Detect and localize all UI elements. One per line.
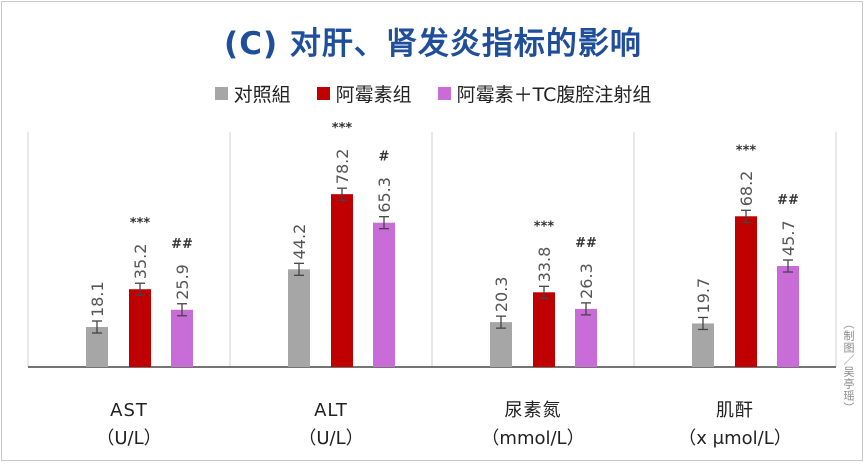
legend-swatch-treatment [437, 87, 451, 100]
legend-item-control: 对照組 [214, 80, 291, 107]
data-label: 25.9 [173, 264, 192, 300]
data-label: 45.7 [779, 220, 798, 256]
credit-text: （制图／吴亭瑶） [842, 318, 855, 414]
significance-marker: ## [575, 236, 597, 251]
data-label: 65.3 [375, 177, 394, 213]
bar [129, 289, 151, 367]
data-label: 33.8 [535, 247, 554, 283]
legend-item-treatment: 阿霉素＋TC腹腔注射组 [437, 80, 652, 107]
data-label: 26.3 [577, 263, 596, 299]
x-tick-unit: （U/L） [96, 428, 161, 449]
legend-item-model: 阿霉素组 [316, 80, 412, 107]
legend-swatch-control [214, 87, 228, 100]
x-tick-label: 尿素氮 [505, 400, 562, 421]
bar [373, 222, 395, 367]
significance-marker: # [379, 150, 390, 165]
legend-label-model: 阿霉素组 [335, 84, 412, 106]
significance-marker: *** [736, 143, 757, 158]
x-tick-unit: （mmol/L） [481, 428, 584, 449]
chart-title: (C) 对肝、肾发炎指标的影响 [224, 26, 642, 62]
x-tick-unit: （x μmol/L） [678, 428, 791, 449]
legend-label-treatment: 阿霉素＋TC腹腔注射组 [456, 84, 652, 106]
data-label: 78.2 [333, 149, 352, 185]
significance-marker: *** [534, 219, 555, 234]
legend-label-control: 对照組 [233, 84, 291, 106]
bar [86, 326, 108, 367]
bar [490, 322, 512, 367]
bar [692, 323, 714, 367]
bar [735, 216, 757, 367]
bar [777, 266, 799, 367]
legend: 对照組 阿霉素组 阿霉素＋TC腹腔注射组 [0, 80, 866, 107]
data-label: 19.7 [694, 278, 713, 314]
significance-marker: ## [777, 193, 799, 208]
x-tick-unit: （U/L） [298, 428, 363, 449]
bar [171, 309, 193, 367]
legend-swatch-model [316, 87, 330, 100]
bar [533, 292, 555, 367]
data-label: 20.3 [492, 277, 511, 313]
x-tick-label: 肌酐 [716, 400, 754, 421]
data-label: 44.2 [290, 224, 309, 260]
significance-marker: ## [171, 237, 193, 252]
x-tick-label: ALT [314, 400, 348, 421]
bar [575, 308, 597, 367]
bar [331, 194, 353, 367]
significance-marker: *** [130, 216, 151, 231]
data-label: 35.2 [131, 244, 150, 280]
x-tick-label: AST [110, 400, 148, 421]
significance-marker: *** [332, 121, 353, 136]
data-label: 18.1 [88, 281, 107, 317]
bar [288, 269, 310, 367]
data-label: 68.2 [737, 171, 756, 207]
